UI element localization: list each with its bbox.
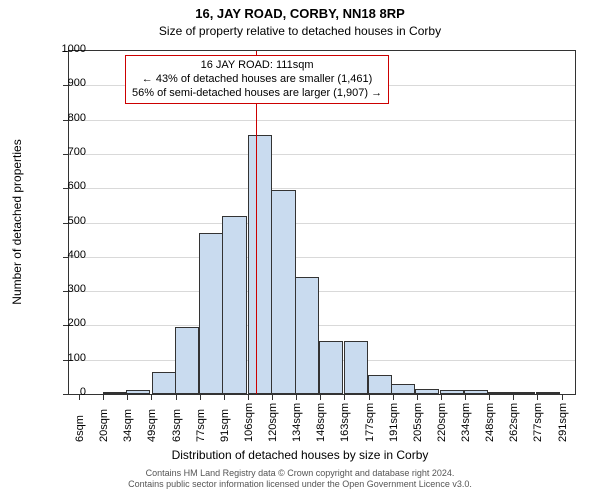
- annotation-box: 16 JAY ROAD: 111sqm ← 43% of detached ho…: [125, 55, 389, 104]
- gridline: [69, 154, 575, 155]
- gridline: [69, 223, 575, 224]
- histogram-bar: [464, 390, 488, 394]
- x-tick: [103, 394, 104, 400]
- x-tick-label: 6sqm: [74, 415, 86, 442]
- x-tick-label: 177sqm: [364, 403, 376, 442]
- x-tick-label: 106sqm: [243, 403, 255, 442]
- x-tick-label: 262sqm: [508, 403, 520, 442]
- chart-container: 16, JAY ROAD, CORBY, NN18 8RP Size of pr…: [0, 0, 600, 500]
- histogram-bar: [344, 341, 368, 394]
- histogram-bar: [536, 392, 560, 394]
- gridline: [69, 257, 575, 258]
- x-tick: [369, 394, 370, 400]
- histogram-bar: [222, 216, 246, 394]
- y-tick-label: 1000: [46, 43, 86, 55]
- x-tick: [224, 394, 225, 400]
- gridline: [69, 120, 575, 121]
- x-tick: [151, 394, 152, 400]
- footer-text: Contains HM Land Registry data © Crown c…: [0, 468, 600, 491]
- y-tick-label: 800: [46, 112, 86, 124]
- x-tick-label: 220sqm: [436, 403, 448, 442]
- y-tick-label: 900: [46, 77, 86, 89]
- histogram-bar: [440, 390, 464, 394]
- x-tick: [537, 394, 538, 400]
- footer-line: Contains public sector information licen…: [0, 479, 600, 490]
- x-tick-label: 248sqm: [484, 403, 496, 442]
- plot-area: 16 JAY ROAD: 111sqm ← 43% of detached ho…: [68, 50, 576, 395]
- x-tick-label: 120sqm: [267, 403, 279, 442]
- x-tick-label: 148sqm: [315, 403, 327, 442]
- y-tick-label: 300: [46, 283, 86, 295]
- gridline: [69, 291, 575, 292]
- x-tick-label: 277sqm: [532, 403, 544, 442]
- y-tick-label: 500: [46, 215, 86, 227]
- footer-line: Contains HM Land Registry data © Crown c…: [0, 468, 600, 479]
- x-tick: [320, 394, 321, 400]
- x-tick: [296, 394, 297, 400]
- x-tick-label: 291sqm: [557, 403, 569, 442]
- chart-title-sub: Size of property relative to detached ho…: [0, 24, 600, 38]
- x-tick: [176, 394, 177, 400]
- x-tick: [489, 394, 490, 400]
- x-tick-label: 49sqm: [146, 409, 158, 442]
- x-tick-label: 163sqm: [339, 403, 351, 442]
- histogram-bar: [511, 392, 535, 394]
- chart-title-main: 16, JAY ROAD, CORBY, NN18 8RP: [0, 6, 600, 21]
- histogram-bar: [152, 372, 176, 394]
- histogram-bar: [295, 277, 319, 394]
- x-tick-label: 234sqm: [460, 403, 472, 442]
- y-tick-label: 200: [46, 317, 86, 329]
- histogram-bar: [103, 392, 127, 394]
- y-tick-label: 600: [46, 180, 86, 192]
- y-tick-label: 400: [46, 249, 86, 261]
- x-tick: [562, 394, 563, 400]
- x-tick: [417, 394, 418, 400]
- annotation-line: ← 43% of detached houses are smaller (1,…: [132, 73, 382, 87]
- histogram-bar: [248, 135, 272, 394]
- x-tick-label: 91sqm: [219, 409, 231, 442]
- histogram-bar: [199, 233, 223, 394]
- y-tick-label: 700: [46, 146, 86, 158]
- x-tick: [200, 394, 201, 400]
- x-tick: [344, 394, 345, 400]
- histogram-bar: [126, 390, 150, 394]
- x-tick-label: 191sqm: [388, 403, 400, 442]
- x-tick-label: 20sqm: [98, 409, 110, 442]
- y-axis-title: Number of detached properties: [10, 139, 24, 304]
- x-tick-label: 205sqm: [412, 403, 424, 442]
- gridline: [69, 188, 575, 189]
- annotation-line: 16 JAY ROAD: 111sqm: [132, 59, 382, 73]
- histogram-bar: [415, 389, 439, 394]
- x-tick-label: 134sqm: [291, 403, 303, 442]
- x-tick: [272, 394, 273, 400]
- x-tick-label: 34sqm: [122, 409, 134, 442]
- histogram-bar: [391, 384, 415, 394]
- x-axis-title: Distribution of detached houses by size …: [0, 448, 600, 462]
- gridline: [69, 325, 575, 326]
- annotation-line: 56% of semi-detached houses are larger (…: [132, 87, 382, 101]
- x-tick: [393, 394, 394, 400]
- x-tick: [127, 394, 128, 400]
- x-tick: [513, 394, 514, 400]
- histogram-bar: [368, 375, 392, 394]
- x-tick: [248, 394, 249, 400]
- x-tick-label: 63sqm: [171, 409, 183, 442]
- x-tick: [465, 394, 466, 400]
- histogram-bar: [271, 190, 295, 394]
- y-tick-label: 0: [46, 386, 86, 398]
- y-tick-label: 100: [46, 352, 86, 364]
- x-tick: [441, 394, 442, 400]
- histogram-bar: [175, 327, 199, 394]
- histogram-bar: [487, 392, 511, 394]
- histogram-bar: [319, 341, 343, 394]
- x-tick-label: 77sqm: [195, 409, 207, 442]
